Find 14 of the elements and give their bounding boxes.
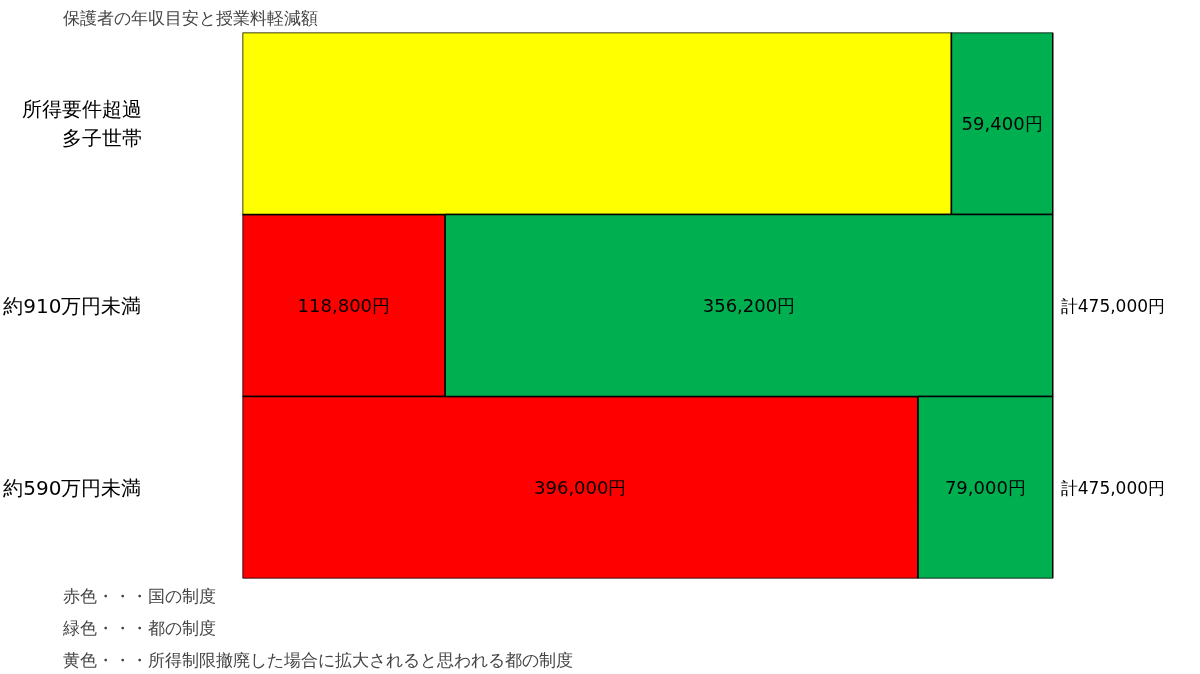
data-label: 356,200円	[702, 295, 796, 316]
data-label: 118,800円	[297, 295, 391, 316]
text: 緑色・・・都の制度	[61, 617, 216, 638]
data-label: 79,000円	[944, 477, 1026, 498]
total-label: 計475,000円	[1060, 295, 1166, 316]
chart-title: 保護者の年収目安と授業料軽減額	[62, 7, 318, 28]
data-label: 396,000円	[534, 477, 627, 498]
y-tick-label: 約590万円未満	[3, 475, 142, 500]
text: 赤色・・・国の制度	[62, 585, 216, 606]
text: 黄色・・・所得制限撤廃した場合に拡大されると思われる都の制度	[62, 649, 573, 670]
y-tick-label: 約910万円未満	[3, 293, 142, 318]
data-label: 59,400円	[961, 113, 1043, 134]
total-label: 計475,000円	[1060, 477, 1166, 498]
y-tick-label: 所得要件超過多子世帯	[21, 97, 142, 150]
